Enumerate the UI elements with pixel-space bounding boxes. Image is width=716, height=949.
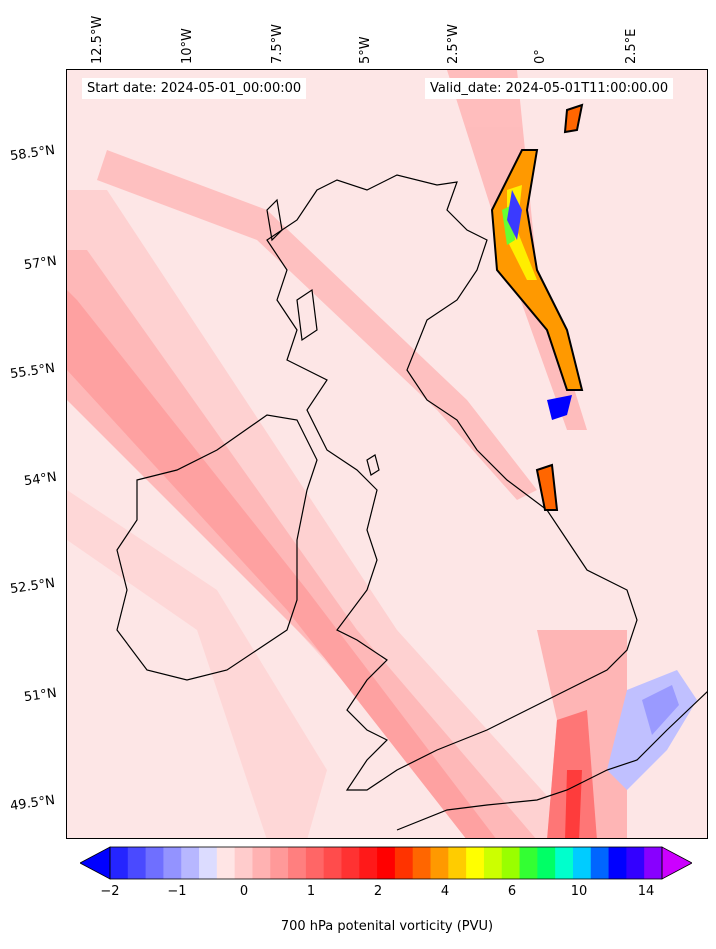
colorbar-tick: 2: [373, 884, 383, 899]
colorbar-max-arrow: [661, 846, 692, 880]
colorbar-cell: [412, 847, 432, 879]
lat-label: 51°N: [23, 685, 58, 706]
colorbar-cell: [501, 847, 521, 879]
colorbar: [80, 846, 692, 880]
colorbar-label: 700 hPa potenital vorticity (PVU): [280, 919, 494, 934]
colorbar-cell: [377, 847, 396, 879]
colorbar-cell: [199, 847, 218, 879]
lat-label: 52.5°N: [9, 575, 56, 598]
lon-label: 7.5°W: [270, 23, 285, 64]
valid-date-label: Valid_date: 2024-05-01T11:00:00.00: [425, 78, 674, 99]
colorbar-tick: 4: [440, 884, 450, 899]
colorbar-cell: [430, 847, 449, 879]
colorbar-cell: [537, 847, 556, 879]
colorbar-min-arrow: [80, 846, 111, 880]
colorbar-cell: [555, 847, 574, 879]
colorbar-cell: [288, 847, 307, 879]
colorbar-cell: [359, 847, 378, 879]
colorbar-cell: [341, 847, 360, 879]
colorbar-cell: [448, 847, 467, 879]
colorbar-cell: [145, 847, 164, 879]
map-panel: [66, 69, 708, 839]
colorbar-tick: −2: [100, 884, 120, 899]
colorbar-cell: [323, 847, 342, 879]
colorbar-cell: [519, 847, 538, 879]
colorbar-frame: [109, 846, 663, 880]
lon-label: 0°: [533, 49, 548, 64]
lat-label: 54°N: [23, 469, 58, 490]
lat-label: 49.5°N: [9, 792, 56, 815]
colorbar-cell: [644, 847, 663, 879]
colorbar-cell: [270, 847, 289, 879]
colorbar-cell: [181, 847, 200, 879]
colorbar-tick: 6: [507, 884, 517, 899]
lon-label: 10°W: [180, 28, 195, 64]
pv-field-map: [67, 70, 707, 838]
colorbar-cell: [572, 847, 592, 879]
colorbar-cells: [110, 847, 663, 879]
coastlines: [116, 174, 707, 831]
colorbar-tick: 10: [570, 884, 588, 899]
lat-label: 58.5°N: [9, 142, 56, 165]
start-date-label: Start date: 2024-05-01_00:00:00: [82, 78, 307, 99]
colorbar-cell: [127, 847, 147, 879]
colorbar-cell: [163, 847, 182, 879]
colorbar-cell: [110, 847, 129, 879]
colorbar-cell: [216, 847, 236, 879]
lon-label: 2.5°W: [446, 23, 461, 64]
colorbar-cell: [234, 847, 253, 879]
colorbar-cell: [466, 847, 485, 879]
lat-label: 57°N: [23, 253, 58, 274]
colorbar-cell: [483, 847, 503, 879]
colorbar-tick: 0: [239, 884, 249, 899]
lon-label: 12.5°W: [90, 15, 105, 64]
colorbar-cell: [590, 847, 610, 879]
colorbar-tick: 14: [637, 884, 655, 899]
colorbar-cell: [305, 847, 325, 879]
lon-label: 2.5°E: [624, 28, 639, 64]
colorbar-cell: [394, 847, 414, 879]
lat-label: 55.5°N: [9, 360, 56, 383]
colorbar-tick: −1: [167, 884, 187, 899]
lon-label: 5°W: [358, 36, 373, 64]
colorbar-cell: [626, 847, 645, 879]
pv-ribbon: [490, 103, 584, 511]
colorbar-tick: 1: [306, 884, 316, 899]
colorbar-cell: [608, 847, 627, 879]
colorbar-cell: [252, 847, 271, 879]
